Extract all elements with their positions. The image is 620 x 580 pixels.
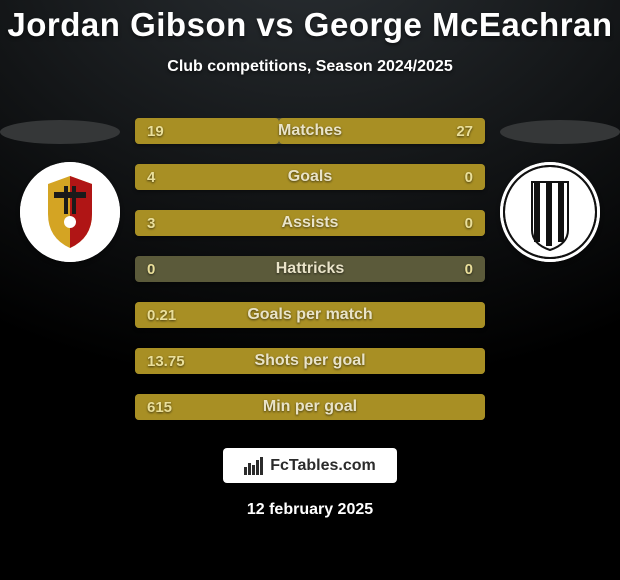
stat-row: 0 0 Hattricks <box>135 256 485 282</box>
date-label: 12 february 2025 <box>0 501 620 519</box>
stat-row: 0.21 Goals per match <box>135 302 485 328</box>
doncaster-crest-icon <box>20 162 120 262</box>
stat-value-right: 27 <box>456 123 473 140</box>
crest-shadow-left <box>0 120 120 144</box>
stat-row: 615 Min per goal <box>135 394 485 420</box>
stat-label: Goals <box>288 168 332 186</box>
stat-row: 3 0 Assists <box>135 210 485 236</box>
stat-row: 4 0 Goals <box>135 164 485 190</box>
stat-row: 13.75 Shots per goal <box>135 348 485 374</box>
brand-badge: FcTables.com <box>223 448 397 483</box>
stat-value-left: 0 <box>147 261 155 278</box>
stat-value-right: 0 <box>465 261 473 278</box>
stat-label: Matches <box>278 122 342 140</box>
page-subtitle: Club competitions, Season 2024/2025 <box>0 58 620 76</box>
stat-label: Goals per match <box>247 306 372 324</box>
stat-label: Shots per goal <box>254 352 365 370</box>
stat-value-left: 3 <box>147 215 155 232</box>
stat-rows: 19 27 Matches 4 0 Goals 3 0 Assists 0 0 Hattricks 0.… <box>135 118 485 440</box>
team-crest-left <box>20 162 120 262</box>
page-title: Jordan Gibson vs George McEachran <box>0 6 620 44</box>
grimsby-crest-icon <box>500 162 600 262</box>
stat-value-left: 4 <box>147 169 155 186</box>
team-crest-right <box>500 162 600 262</box>
stat-value-left: 13.75 <box>147 353 185 370</box>
comparison-card: Jordan Gibson vs George McEachran Club c… <box>0 0 620 580</box>
stat-label: Min per goal <box>263 398 357 416</box>
stat-label: Hattricks <box>276 260 344 278</box>
stats-stage: 19 27 Matches 4 0 Goals 3 0 Assists 0 0 Hattricks 0.… <box>0 104 620 434</box>
stat-row: 19 27 Matches <box>135 118 485 144</box>
stat-value-left: 19 <box>147 123 164 140</box>
stat-value-right: 0 <box>465 169 473 186</box>
brand-text: FcTables.com <box>270 457 376 475</box>
stat-value-left: 0.21 <box>147 307 176 324</box>
bar-chart-icon <box>244 457 264 475</box>
stat-value-left: 615 <box>147 399 172 416</box>
crest-shadow-right <box>500 120 620 144</box>
stat-label: Assists <box>282 214 339 232</box>
stat-value-right: 0 <box>465 215 473 232</box>
